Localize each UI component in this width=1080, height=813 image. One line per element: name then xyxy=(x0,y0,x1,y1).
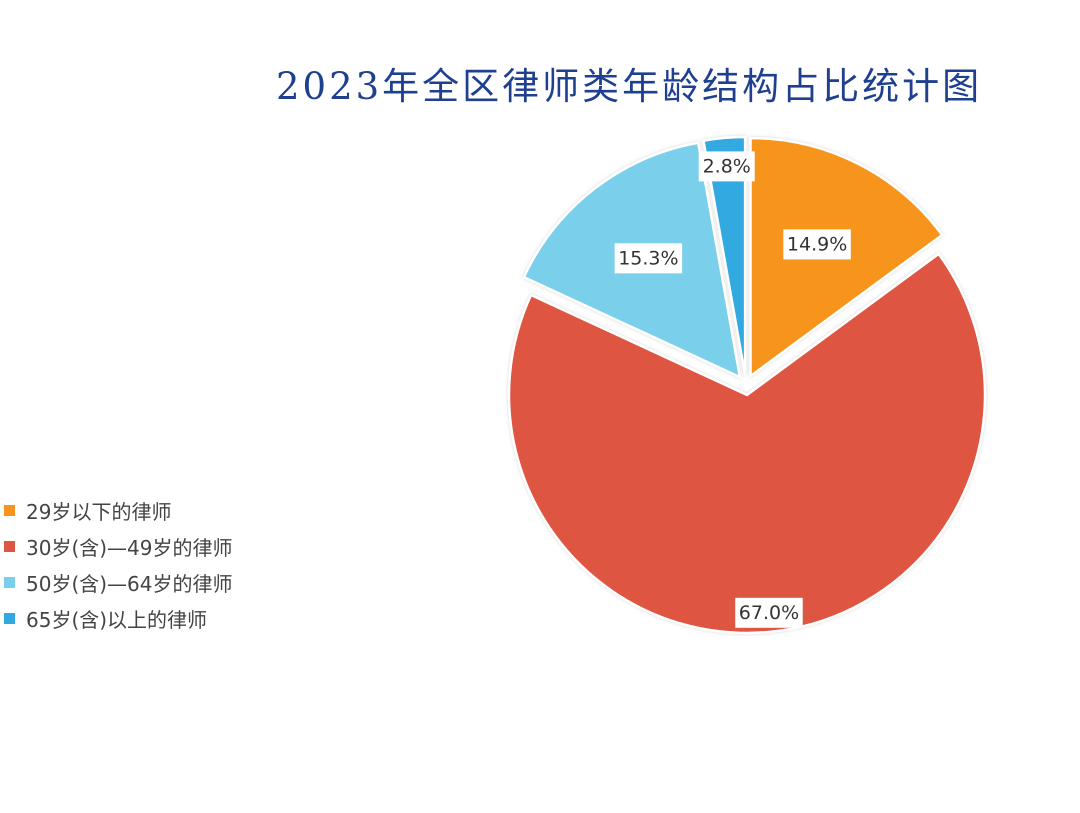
pie-slice-2 xyxy=(507,252,987,635)
pie-slice-4 xyxy=(702,135,747,376)
legend-item-2: 30岁(含)—49岁的律师 xyxy=(4,528,233,564)
legend-swatch xyxy=(4,504,15,516)
legend: 29岁以下的律师 30岁(含)—49岁的律师 50岁(含)—64岁的律师 65岁(含)… xyxy=(4,492,233,636)
data-label-background xyxy=(614,243,683,274)
legend-swatch xyxy=(4,612,15,624)
data-label-text: 14.9% xyxy=(787,233,847,255)
legend-item-1: 29岁以下的律师 xyxy=(4,492,233,528)
data-label-text: 2.8% xyxy=(703,155,751,177)
legend-label: 65岁(含)以上的律师 xyxy=(26,607,208,632)
data-label-text: 15.3% xyxy=(618,247,678,269)
data-label-1: 14.9% xyxy=(783,229,851,260)
data-label-4: 2.8% xyxy=(698,151,755,182)
chart-title: 2023年全区律师类年龄结构占比统计图 xyxy=(276,65,983,108)
data-label-text: 67.0% xyxy=(739,602,799,624)
legend-swatch xyxy=(4,540,15,552)
data-label-2: 67.0% xyxy=(735,597,803,628)
legend-item-3: 50岁(含)—64岁的律师 xyxy=(4,564,233,600)
data-label-background xyxy=(783,229,851,260)
legend-swatch xyxy=(4,576,15,588)
data-label-background xyxy=(735,597,803,628)
data-label-3: 15.3% xyxy=(614,243,683,274)
legend-label: 29岁以下的律师 xyxy=(26,499,172,524)
legend-item-4: 65岁(含)以上的律师 xyxy=(4,600,233,636)
legend-label: 30岁(含)—49岁的律师 xyxy=(26,535,233,560)
data-label-background xyxy=(698,151,755,182)
legend-label: 50岁(含)—64岁的律师 xyxy=(26,571,233,596)
